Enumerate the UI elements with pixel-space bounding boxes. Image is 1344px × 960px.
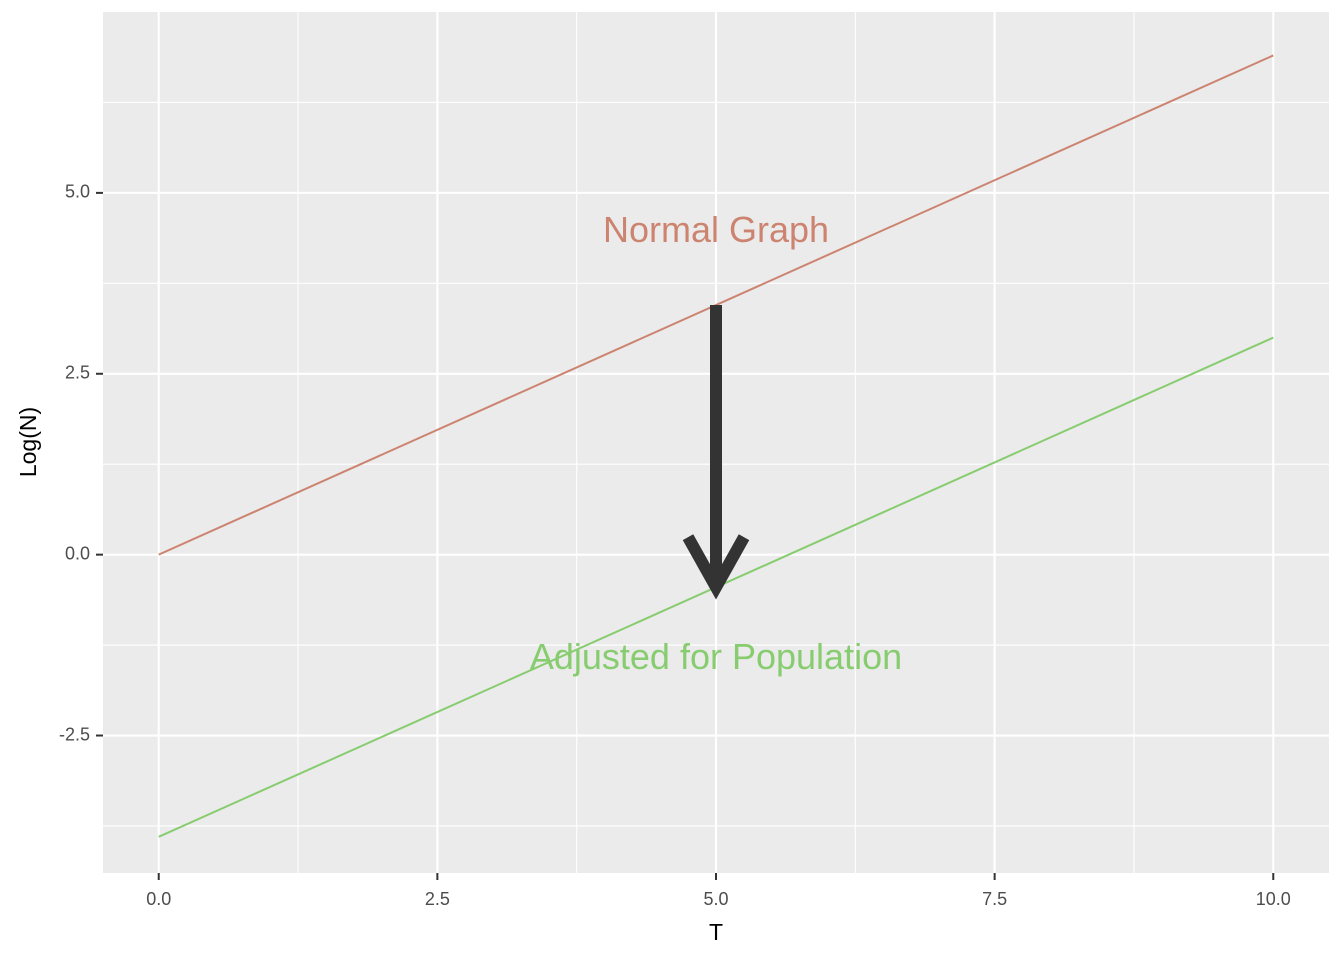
x-tick-label: 5.0 [703, 889, 728, 909]
y-tick-label: -2.5 [59, 724, 90, 744]
y-tick-label: 2.5 [65, 363, 90, 383]
x-tick-label: 0.0 [146, 889, 171, 909]
series-line-1 [158, 54, 1274, 556]
annotations: Normal Graph Adjusted for Population [530, 209, 902, 677]
y-axis-title: Log(N) [15, 407, 41, 477]
annotation-label-1: Normal Graph [603, 209, 829, 250]
x-tick-label: 2.5 [425, 889, 450, 909]
x-axis-title: T [709, 919, 723, 945]
arrow-head [682, 534, 750, 600]
annotation-label-2: Adjusted for Population [530, 636, 902, 677]
y-axis: -2.5 0.0 2.5 5.0 [59, 182, 103, 744]
y-tick-label: 0.0 [65, 543, 90, 563]
x-tick-label: 10.0 [1256, 889, 1291, 909]
y-tick-label: 5.0 [65, 182, 90, 202]
major-gridlines [103, 12, 1329, 873]
x-axis: 0.0 2.5 5.0 7.5 10.0 [146, 873, 1291, 909]
arrow [682, 305, 750, 600]
x-tick-label: 7.5 [982, 889, 1007, 909]
